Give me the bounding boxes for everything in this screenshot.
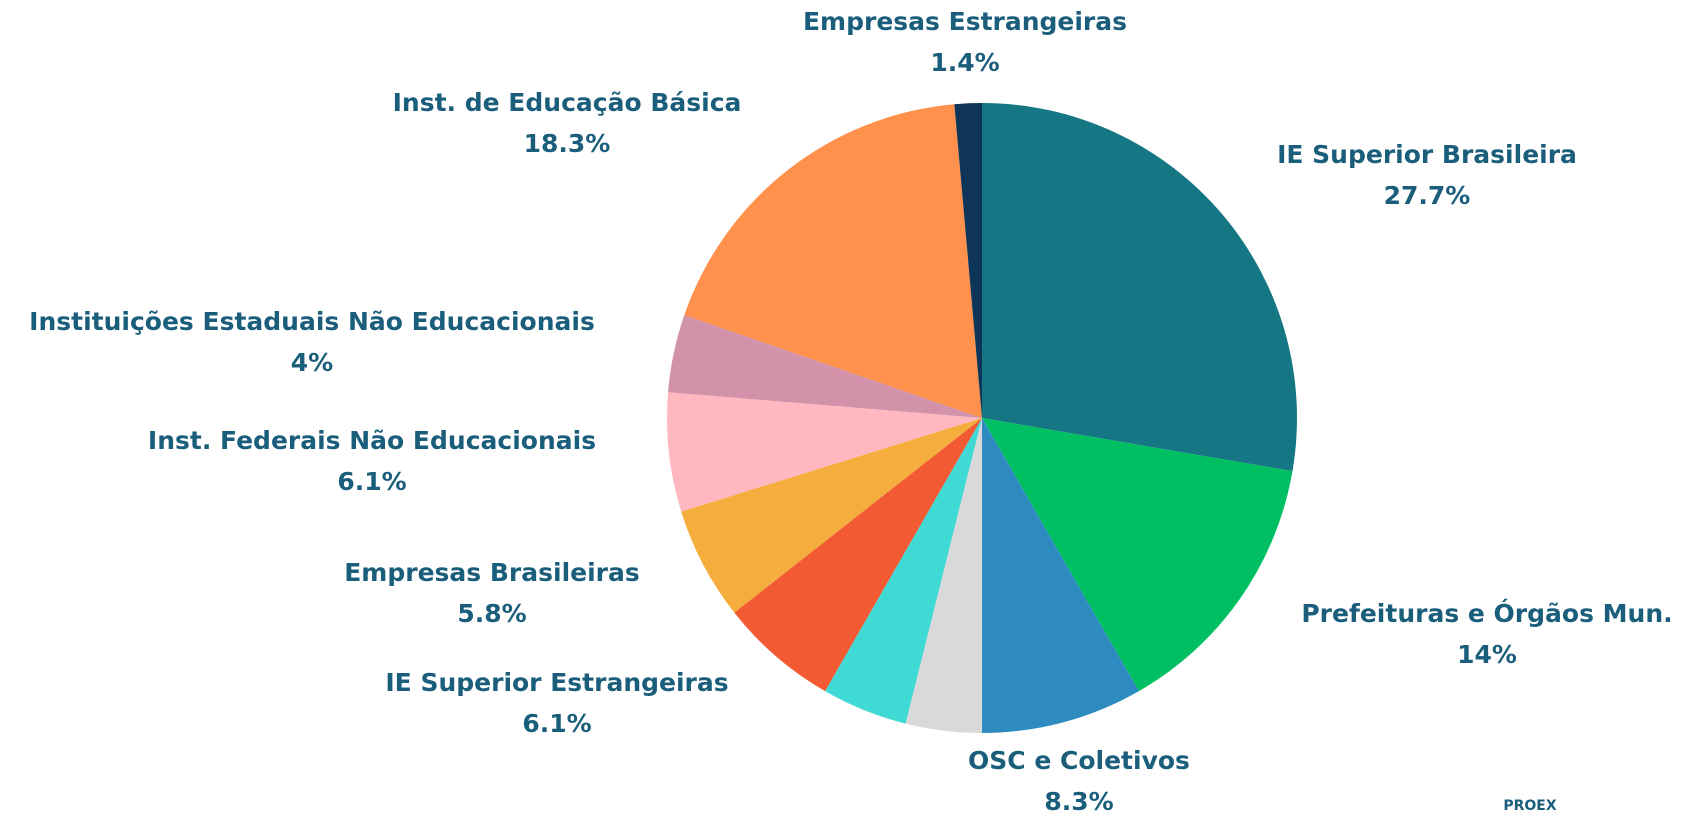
slice-label: Inst. de Educação Básica	[393, 88, 742, 117]
pie-slice	[734, 418, 982, 692]
slice-value: 14%	[1457, 640, 1517, 669]
pie-slice	[668, 315, 982, 418]
slice-label: Inst. Federais Não Educacionais	[148, 426, 596, 455]
pie-slice	[905, 418, 982, 733]
slice-value: 5.8%	[457, 599, 526, 628]
slice-value: 6.1%	[522, 709, 591, 738]
slice-value: 18.3%	[524, 129, 611, 158]
slice-label: OSC e Coletivos	[968, 746, 1190, 775]
slice-label: Prefeituras e Órgãos Mun.	[1301, 598, 1672, 628]
slice-label: IE Superior Brasileira	[1277, 140, 1577, 169]
slice-value: 6.1%	[337, 467, 406, 496]
slice-label: Empresas Estrangeiras	[803, 7, 1127, 36]
slice-value: 4%	[291, 348, 333, 377]
pie-slice	[982, 418, 1293, 692]
slice-label: Instituições Estaduais Não Educacionais	[29, 307, 595, 336]
pie-slice	[667, 392, 982, 512]
pie-slice	[954, 103, 982, 418]
pie-slice	[681, 418, 982, 613]
slice-value: 27.7%	[1384, 181, 1471, 210]
slice-value: 1.4%	[930, 48, 999, 77]
slice-value: 8.3%	[1044, 787, 1113, 813]
pie-slice	[982, 418, 1139, 733]
pie-slice	[825, 418, 982, 724]
pie-slice	[982, 103, 1297, 472]
slice-label: IE Superior Estrangeiras	[385, 668, 728, 697]
pie-slice	[684, 104, 982, 419]
slice-label: Empresas Brasileiras	[344, 558, 640, 587]
logo-text: PROEX	[1503, 798, 1557, 813]
